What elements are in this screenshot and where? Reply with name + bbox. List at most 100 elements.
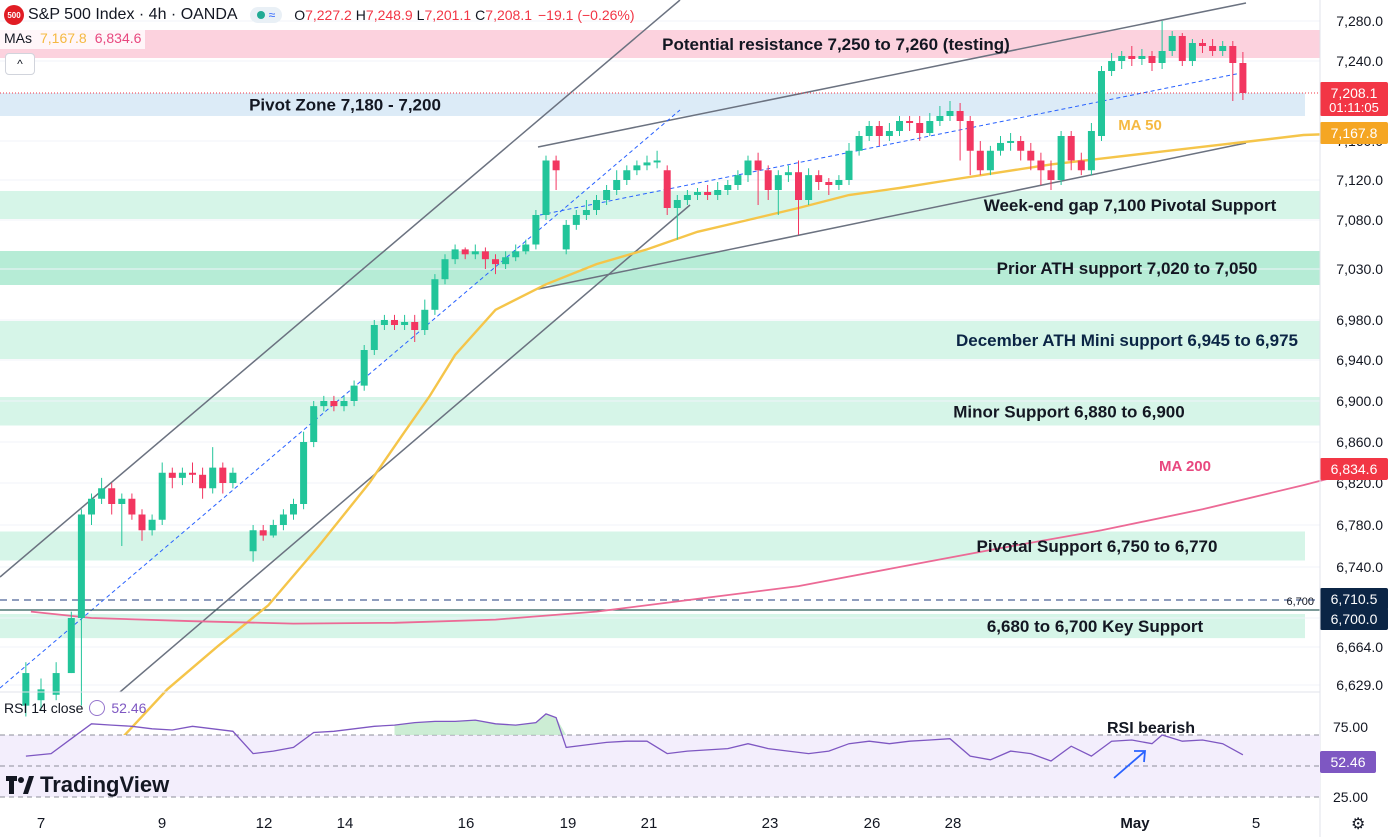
price-tag-4[interactable]: [1320, 608, 1388, 630]
ma200-legend-value: 6,834.6: [94, 30, 142, 46]
candle-body-89: [946, 111, 954, 116]
candle-21: [259, 525, 267, 541]
candle-33: [380, 314, 388, 330]
candle-46: [512, 244, 520, 262]
candle-36: [411, 314, 419, 342]
candle-73: [784, 165, 792, 182]
candle-body-24: [290, 504, 297, 515]
price-tag-1[interactable]: [1320, 122, 1388, 144]
candle-99: [1047, 160, 1055, 190]
candle-body-58: [633, 165, 641, 171]
candle-body-7: [108, 488, 116, 504]
zone-label-3: Prior ATH support 7,020 to 7,050: [997, 259, 1258, 278]
price-tag-2[interactable]: [1320, 458, 1388, 480]
zone-band-6[interactable]: [0, 531, 1305, 561]
candle-body-114: [1199, 43, 1206, 46]
trend-dashed-left[interactable]: [0, 109, 681, 689]
channel-left-upper[interactable]: [0, 0, 681, 578]
candle-84: [896, 116, 903, 136]
candle-15: [189, 462, 196, 483]
candle-44: [492, 254, 499, 275]
candle-body-86: [916, 123, 924, 133]
price-tick-5: 7,030.0: [1336, 261, 1383, 277]
candle-92: [976, 141, 984, 176]
candle-body-92: [976, 150, 984, 171]
candle-body-85: [906, 121, 914, 123]
symbol-title[interactable]: S&P 500 Index · 4h · OANDA: [28, 6, 238, 23]
candle-body-2: [52, 673, 60, 695]
zone-band-4[interactable]: [0, 321, 1320, 359]
rsi-value-tag[interactable]: [1320, 751, 1376, 773]
rsi-legend[interactable]: RSI 14 close 52.46: [4, 700, 146, 716]
candle-body-30: [350, 385, 358, 401]
candle-104: [1098, 66, 1105, 141]
rsi-arrow-head: [1134, 750, 1146, 763]
channel-right-upper[interactable]: [537, 2, 1247, 148]
candle-body-67: [724, 185, 732, 190]
trend-channels[interactable]: [0, 0, 1320, 693]
time-axis[interactable]: 7 9 12 14 16 19 21 23 26 28 May 5: [0, 0, 1321, 837]
ohlc-low: L7,201.1: [416, 6, 472, 23]
channel-left-lower[interactable]: [119, 204, 691, 693]
rsi-line: [25, 713, 1244, 762]
candle-18: [219, 462, 227, 494]
candle-13: [168, 467, 176, 489]
ma-legend[interactable]: MAs 7,167.8 6,834.6: [0, 27, 146, 49]
candle-65: [704, 185, 712, 200]
rsi-legend-value: 52.46: [111, 700, 147, 716]
candle-43: [481, 247, 489, 269]
candle-117: [1229, 41, 1237, 101]
candle-78: [835, 175, 843, 190]
zone-band-1[interactable]: [0, 93, 1305, 116]
candle-body-80: [855, 136, 863, 151]
price-tick-4: 7,080.0: [1336, 212, 1383, 228]
rsi-tick-1: 25.00: [1333, 789, 1368, 805]
candle-17: [209, 447, 217, 494]
price-tag-0[interactable]: [1320, 82, 1388, 116]
candle-body-13: [168, 472, 176, 478]
collapse-legend-button[interactable]: ^: [5, 53, 35, 75]
zone-band-2[interactable]: [0, 191, 1320, 219]
market-open-dot-icon: [256, 11, 265, 19]
candle-72: [774, 170, 782, 215]
candle-71: [764, 165, 772, 200]
rsi-arrow-shaft: [1113, 751, 1145, 779]
trend-dashed-right[interactable]: [539, 71, 1247, 216]
candle-body-63: [683, 195, 691, 200]
candle-body-47: [522, 244, 530, 252]
market-status-pill[interactable]: ≈: [249, 7, 283, 23]
candle-body-8: [118, 498, 126, 504]
candle-31: [360, 345, 368, 391]
candle-68: [734, 170, 742, 190]
candle-75: [805, 168, 813, 205]
zone-band-3[interactable]: [0, 251, 1320, 285]
candle-103: [1087, 123, 1095, 176]
candle-118: [1239, 52, 1247, 100]
candle-body-26: [310, 406, 318, 442]
price-tag-3[interactable]: [1320, 588, 1388, 610]
candle-115: [1209, 39, 1217, 56]
zone-band-5[interactable]: [0, 397, 1320, 426]
candle-76: [815, 170, 823, 190]
tradingview-logo[interactable]: TradingView: [6, 772, 169, 798]
chart-settings-gear-icon[interactable]: ⚙: [1351, 816, 1366, 833]
candle-body-16: [199, 474, 207, 489]
candle-body-32: [370, 325, 378, 350]
candle-70: [754, 152, 762, 205]
candle-body-12: [158, 472, 166, 520]
price-tick-8: 6,900.0: [1336, 393, 1383, 409]
rsi-pane[interactable]: 75.00 25.00 52.46 RSI bearish: [0, 713, 1376, 805]
time-tick-9: 28: [945, 815, 962, 832]
channel-right-lower[interactable]: [537, 142, 1247, 290]
candle-body-57: [623, 170, 631, 180]
candle-body-65: [704, 192, 712, 195]
candle-94: [997, 136, 1004, 156]
candles: [22, 21, 1247, 717]
candle-body-3: [67, 618, 75, 674]
zone-band-0[interactable]: [0, 30, 1320, 58]
price-axis[interactable]: 7,280.07,240.07,160.07,120.07,080.07,030…: [1286, 13, 1388, 693]
time-tick-6: 21: [641, 815, 658, 832]
candle-69: [744, 155, 752, 182]
price-change: −19.1 (−0.26%): [538, 7, 635, 23]
